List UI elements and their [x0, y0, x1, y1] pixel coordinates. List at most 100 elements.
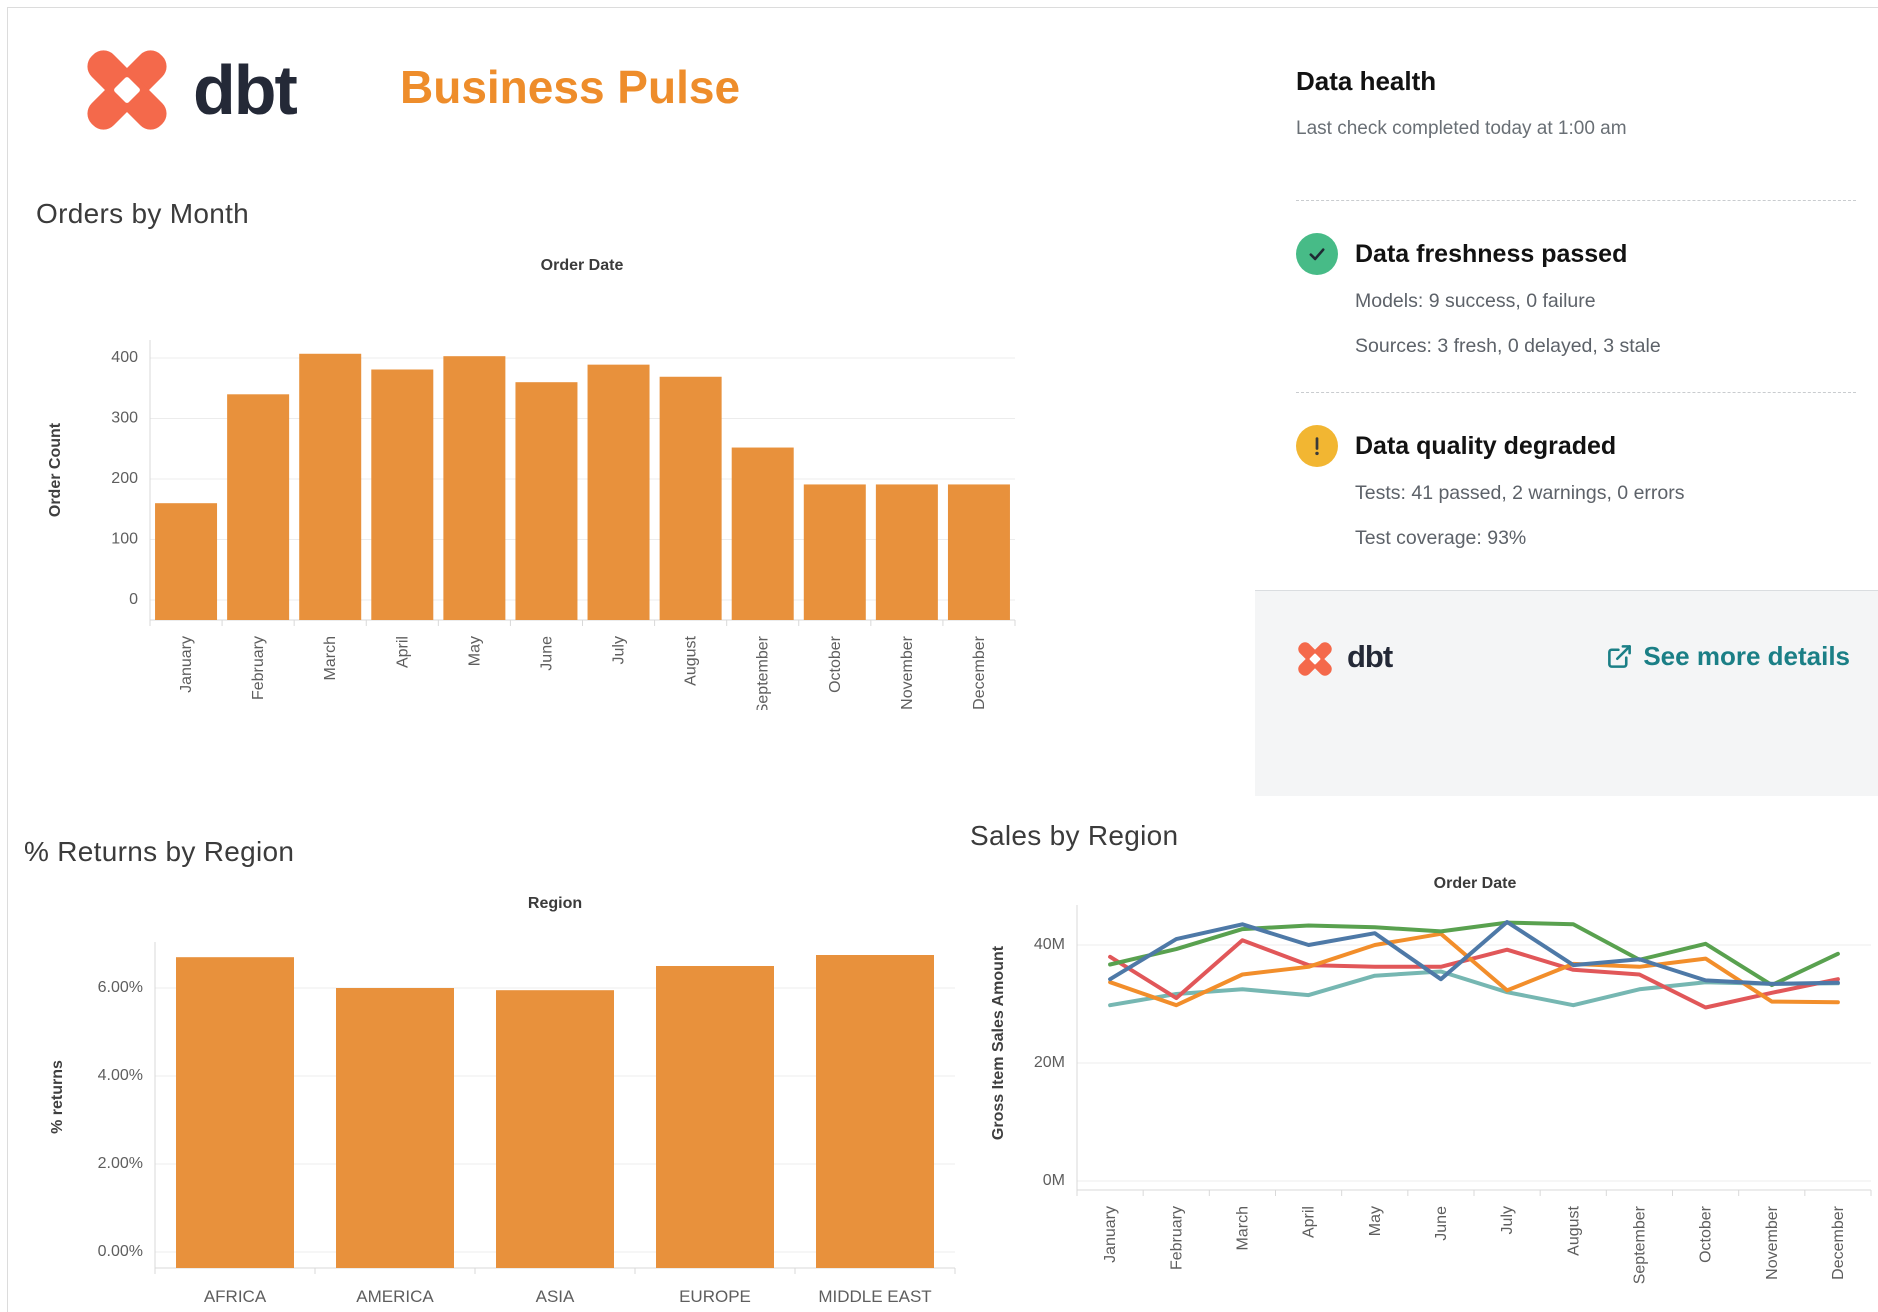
axis-label: 100: [111, 531, 138, 548]
quality-tests-line: Tests: 41 passed, 2 warnings, 0 errors: [1355, 482, 1685, 504]
axis-label: November: [899, 635, 916, 709]
axis-label: October: [827, 635, 844, 693]
orders-chart-title: Orders by Month: [36, 198, 250, 229]
bar-February[interactable]: [227, 394, 290, 620]
axis-label: 20M: [1034, 1054, 1065, 1071]
bar-October[interactable]: [803, 484, 866, 620]
sales-chart-title: Sales by Region: [970, 820, 1179, 851]
freshness-title: Data freshness passed: [1355, 240, 1628, 268]
axis-label: April: [394, 636, 411, 668]
sales-by-region-chart: 0M 20M 40M January February March April May June…: [975, 860, 1878, 1312]
bar-May[interactable]: [443, 356, 506, 620]
returns-by-region-svg: 0.00% 2.00% 4.00% 6.00% AFRICA AMERICA ASIA EUR…: [49, 895, 956, 1306]
divider: [1296, 392, 1856, 393]
bar-January[interactable]: [155, 503, 218, 620]
axis-label: July: [611, 636, 628, 664]
bar-AFRICA[interactable]: [176, 957, 294, 1268]
bar-MIDDLE EAST[interactable]: [816, 955, 934, 1268]
returns-by-region-chart: 0.00% 2.00% 4.00% 6.00% AFRICA AMERICA ASIA EUR…: [20, 880, 965, 1312]
quality-status-badge: [1296, 425, 1338, 467]
quality-coverage-line: Test coverage: 93%: [1355, 527, 1527, 549]
data-health-footer: dbt See more details: [1255, 590, 1878, 796]
data-health-panel: Data health Last check completed today a…: [1255, 52, 1878, 796]
dbt-wordmark: dbt: [193, 51, 298, 129]
axis-label: 6.00%: [98, 979, 143, 996]
returns-chart-title: % Returns by Region: [24, 836, 295, 867]
axis-label: 2.00%: [98, 1155, 143, 1172]
bar-July[interactable]: [587, 364, 650, 620]
axis-label: September: [1631, 1205, 1648, 1284]
axis-label: ASIA: [536, 1287, 575, 1306]
axis-label: 4.00%: [98, 1067, 143, 1084]
dbt-wordmark: dbt: [1347, 639, 1393, 674]
orders-by-month-chart: 0 100 200 300 400 January February March April Ma…: [30, 240, 1020, 714]
bar-June[interactable]: [515, 382, 578, 620]
axis-label: 40M: [1034, 936, 1065, 953]
axis-label: July: [1499, 1206, 1516, 1234]
axis-label: February: [250, 636, 267, 700]
bar-August[interactable]: [659, 376, 722, 620]
axis-label: February: [1168, 1206, 1185, 1270]
axis-label: 200: [111, 470, 138, 487]
bar-December[interactable]: [947, 484, 1010, 620]
data-health-title: Data health: [1296, 66, 1437, 96]
see-more-details-link[interactable]: See more details: [1606, 641, 1850, 672]
y-axis-title: Order Count: [47, 422, 64, 517]
page-title: Business Pulse: [400, 61, 741, 113]
see-more-details-label: See more details: [1643, 641, 1850, 671]
freshness-models-line: Models: 9 success, 0 failure: [1355, 290, 1596, 312]
orders-by-month-svg: 0 100 200 300 400 January February March April Ma…: [47, 257, 1016, 714]
axis-title: Order Date: [541, 257, 624, 274]
axis-label: April: [1301, 1206, 1318, 1238]
line-series-blue[interactable]: [1108, 920, 1840, 986]
quality-title: Data quality degraded: [1355, 432, 1617, 460]
axis-label: November: [1764, 1205, 1781, 1279]
axis-label: AFRICA: [204, 1287, 267, 1306]
bar-September[interactable]: [731, 447, 794, 620]
axis-label: EUROPE: [679, 1287, 751, 1306]
y-axis-title: % returns: [49, 1060, 66, 1134]
data-health-subtitle: Last check completed today at 1:00 am: [1296, 118, 1627, 139]
axis-label: September: [755, 635, 772, 710]
check-icon: [1309, 248, 1325, 261]
line-series-orange[interactable]: [1108, 931, 1840, 1008]
axis-label: January: [1102, 1206, 1119, 1263]
bar-EUROPE[interactable]: [656, 966, 774, 1268]
axis-label: January: [178, 636, 195, 693]
axis-label: December: [971, 635, 988, 709]
line-series-red[interactable]: [1108, 938, 1840, 1010]
y-axis-title: Gross Item Sales Amount: [990, 945, 1007, 1140]
sales-by-region-svg: 0M 20M 40M January February March April May June…: [990, 875, 1872, 1284]
axis-label: August: [1565, 1205, 1582, 1255]
exclamation-icon: [1315, 437, 1319, 456]
bar-ASIA[interactable]: [496, 990, 614, 1268]
dbt-logo-icon: [87, 50, 167, 130]
axis-label: May: [1367, 1206, 1384, 1236]
axis-title: Region: [528, 895, 582, 912]
axis-label: AMERICA: [356, 1287, 434, 1306]
bar-April[interactable]: [371, 369, 434, 620]
external-link-icon: [1608, 645, 1632, 668]
axis-label: June: [538, 636, 555, 671]
axis-label: MIDDLE EAST: [818, 1287, 931, 1306]
axis-label: May: [466, 636, 483, 666]
axis-label: 0.00%: [98, 1243, 143, 1260]
axis-label: June: [1433, 1206, 1450, 1241]
bar-AMERICA[interactable]: [336, 988, 454, 1268]
bar-March[interactable]: [299, 353, 362, 620]
axis-label: March: [322, 636, 339, 680]
divider: [1296, 200, 1856, 201]
axis-label: August: [683, 635, 700, 685]
dbt-logo-icon: [1298, 642, 1332, 676]
axis-label: 400: [111, 349, 138, 366]
axis-label: 0: [129, 591, 138, 608]
bar-November[interactable]: [875, 484, 938, 620]
axis-label: October: [1698, 1205, 1715, 1263]
axis-label: 0M: [1043, 1172, 1065, 1189]
freshness-status-badge: [1296, 233, 1338, 275]
line-series-green[interactable]: [1108, 920, 1840, 988]
axis-title: Order Date: [1434, 875, 1517, 892]
line-series-teal[interactable]: [1108, 969, 1840, 1008]
axis-label: March: [1234, 1206, 1251, 1250]
